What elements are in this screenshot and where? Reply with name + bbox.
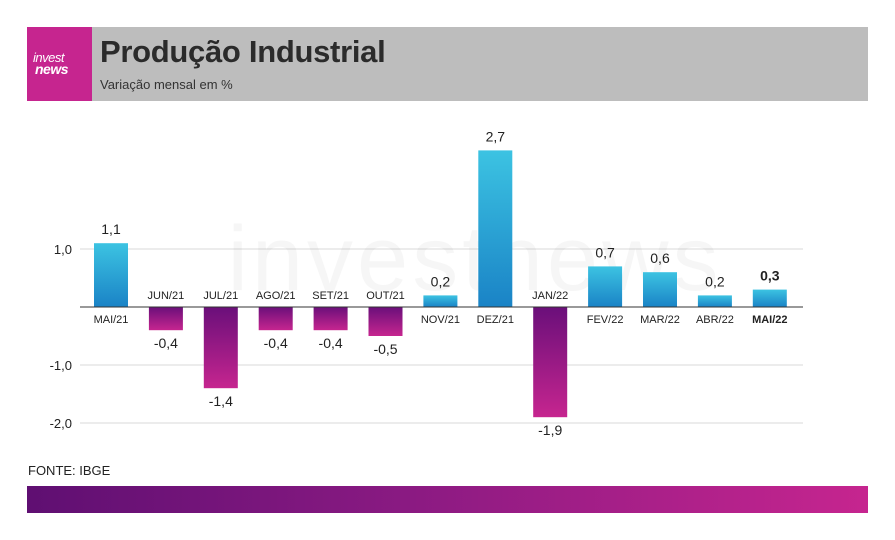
x-category-label: NOV/21: [421, 314, 460, 326]
bar-value-label: 0,2: [705, 273, 725, 289]
bar: [203, 307, 238, 389]
bar: [313, 307, 348, 331]
bar-value-label: -0,4: [319, 335, 343, 351]
x-category-label: MAI/22: [752, 314, 787, 326]
x-category-label: JAN/22: [532, 290, 568, 302]
bar-value-label: -0,5: [373, 341, 397, 357]
bar-value-label: -0,4: [154, 335, 178, 351]
bar: [94, 243, 128, 307]
x-category-label: MAR/22: [640, 314, 680, 326]
bar-value-label: -1,9: [538, 422, 562, 438]
bar: [697, 295, 732, 307]
x-category-label: MAI/21: [94, 314, 129, 326]
bar: [258, 307, 293, 331]
bar: [643, 272, 677, 307]
bar-value-label: -0,4: [264, 335, 288, 351]
logo-text-news: news: [35, 61, 69, 77]
bar: [423, 295, 458, 307]
source-note: FONTE: IBGE: [28, 463, 111, 478]
bar-value-label: 2,7: [486, 128, 506, 144]
bar-value-label: 1,1: [101, 221, 121, 237]
x-category-label: FEV/22: [587, 314, 624, 326]
bar-value-label: 0,7: [595, 244, 615, 260]
x-category-label: OUT/21: [366, 290, 405, 302]
x-category-label: AGO/21: [256, 290, 296, 302]
x-category-label: ABR/22: [696, 314, 734, 326]
x-category-label: SET/21: [312, 290, 349, 302]
bars: [94, 150, 787, 418]
y-tick-label: -2,0: [50, 416, 72, 431]
chart-title: Produção Industrial: [100, 34, 386, 69]
bar-value-label: 0,2: [431, 273, 451, 289]
bar: [752, 289, 787, 307]
bar-value-label: 0,3: [760, 268, 780, 284]
bar: [368, 307, 403, 336]
bar-value-label: 0,6: [650, 250, 670, 266]
logo-text-invest: invest: [33, 50, 64, 65]
footer-gradient-bar: [27, 486, 868, 513]
investnews-logo: invest news: [27, 27, 92, 101]
x-category-label: DEZ/21: [477, 314, 514, 326]
y-axis-ticks: 1,0 -1,0 -2,0: [50, 242, 72, 431]
y-tick-label: 1,0: [54, 242, 72, 257]
bar-value-label: -1,4: [209, 393, 233, 409]
bar: [478, 150, 513, 307]
chart-subtitle: Variação mensal em %: [100, 77, 233, 92]
y-tick-label: -1,0: [50, 358, 72, 373]
bar-labels: 1,1 MAI/21 -0,4 JUN/21 -1,4 JUL/21 -0,4 AGO/21 -…: [94, 128, 788, 438]
gridlines: [80, 248, 803, 424]
x-category-label: JUN/21: [148, 290, 185, 302]
x-category-label: JUL/21: [203, 290, 238, 302]
bar: [588, 266, 623, 307]
header-banner: invest news Produção Industrial Variação…: [27, 27, 868, 101]
bar: [148, 307, 183, 331]
bar: [533, 307, 568, 418]
